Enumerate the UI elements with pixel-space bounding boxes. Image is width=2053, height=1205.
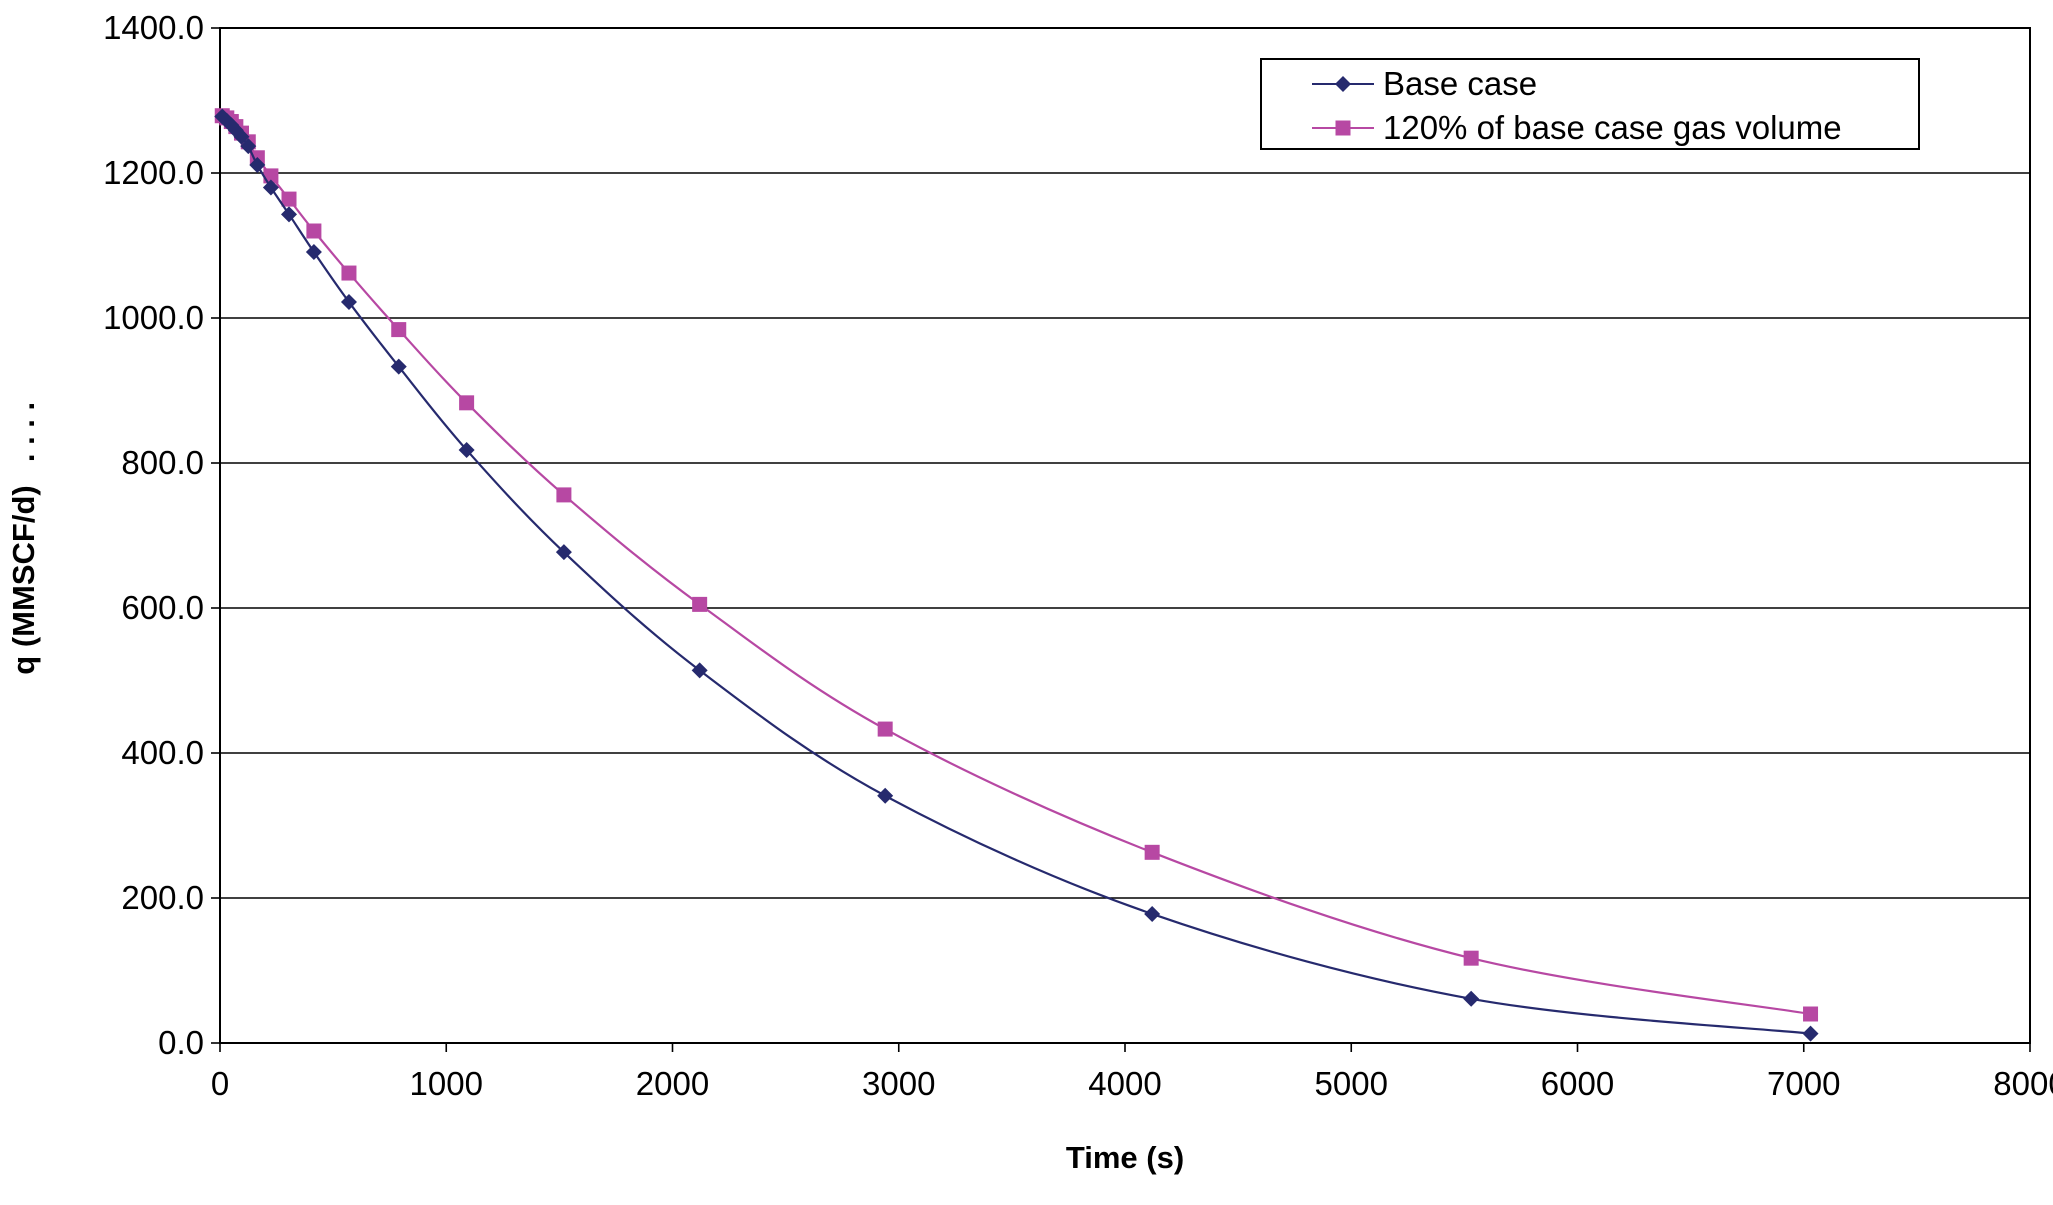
grid-lines — [220, 27, 2030, 1044]
y-tick-label: 600.0 — [121, 589, 204, 626]
legend-entry-120-percent: 120% of base case gas volume — [1312, 109, 1842, 146]
data-point-diamond — [249, 157, 266, 174]
series-120-percent — [214, 108, 1819, 1022]
data-point-diamond — [305, 244, 322, 261]
x-tick-label: 0 — [211, 1065, 229, 1102]
x-tick-label: 7000 — [1767, 1065, 1840, 1102]
x-tick-label: 8000 — [1993, 1065, 2053, 1102]
x-axis-title: Time (s) — [1066, 1140, 1184, 1175]
y-tick-label: 1200.0 — [103, 154, 204, 191]
y-tick-label: 200.0 — [121, 879, 204, 916]
data-point-diamond — [1463, 990, 1480, 1007]
plot-area — [219, 27, 2031, 1044]
y-tick-label: 1000.0 — [103, 299, 204, 336]
data-point-square — [459, 395, 475, 411]
series-line — [221, 114, 1811, 1016]
x-tick-label: 2000 — [636, 1065, 709, 1102]
legend-label-120-percent: 120% of base case gas volume — [1383, 109, 1842, 146]
x-tick-label: 1000 — [410, 1065, 483, 1102]
data-point-square — [341, 265, 357, 281]
x-tick-label: 3000 — [862, 1065, 935, 1102]
data-point-square — [281, 191, 297, 207]
data-point-diamond — [555, 544, 572, 561]
y-axis-title: q (MMSCF/d) — [6, 485, 41, 674]
data-point-diamond — [233, 128, 250, 145]
data-point-diamond — [262, 179, 279, 196]
data-point-diamond — [1802, 1025, 1819, 1042]
legend: Base case 120% of base case gas volume — [1260, 58, 1920, 150]
data-point-square — [1144, 844, 1160, 860]
y-tick-label: 0.0 — [158, 1024, 204, 1061]
x-axis-ticks: 0 1000 2000 3000 4000 5000 6000 7000 8000 — [211, 1043, 2053, 1102]
data-point-diamond — [281, 206, 298, 223]
y-tick-label: 800.0 — [121, 444, 204, 481]
x-tick-label: 5000 — [1315, 1065, 1388, 1102]
series-base-case — [214, 108, 1819, 1042]
data-point-diamond — [458, 441, 475, 458]
data-point-square — [1463, 950, 1479, 966]
legend-box — [1260, 58, 1920, 150]
series-layer — [214, 108, 1819, 1042]
series-line — [221, 115, 1811, 1035]
y-axis-ticks: 0.0 200.0 400.0 600.0 800.0 1000.0 1200.0 1400.… — [103, 9, 220, 1061]
legend-label-base-case: Base case — [1383, 65, 1537, 102]
data-point-diamond — [691, 662, 708, 679]
data-point-diamond — [340, 294, 357, 311]
data-point-diamond — [390, 358, 407, 375]
legend-marker-diamond — [1335, 76, 1351, 92]
y-tick-label: 400.0 — [121, 734, 204, 771]
data-point-square — [692, 596, 708, 612]
x-tick-label: 4000 — [1088, 1065, 1161, 1102]
y-axis-title-dots: . . . . — [6, 402, 41, 462]
data-point-square — [877, 721, 893, 737]
data-point-diamond — [1144, 905, 1161, 922]
data-point-diamond — [877, 787, 894, 804]
y-axis-title-group: q (MMSCF/d) . . . . — [6, 402, 41, 675]
x-tick-label: 6000 — [1541, 1065, 1614, 1102]
data-point-square — [306, 223, 322, 239]
data-point-diamond — [240, 138, 257, 155]
data-point-square — [391, 322, 407, 338]
y-tick-label: 1400.0 — [103, 9, 204, 46]
legend-marker-square — [1335, 120, 1351, 136]
legend-entry-base-case: Base case — [1312, 65, 1537, 102]
data-point-square — [1803, 1006, 1819, 1022]
data-point-square — [556, 487, 572, 503]
